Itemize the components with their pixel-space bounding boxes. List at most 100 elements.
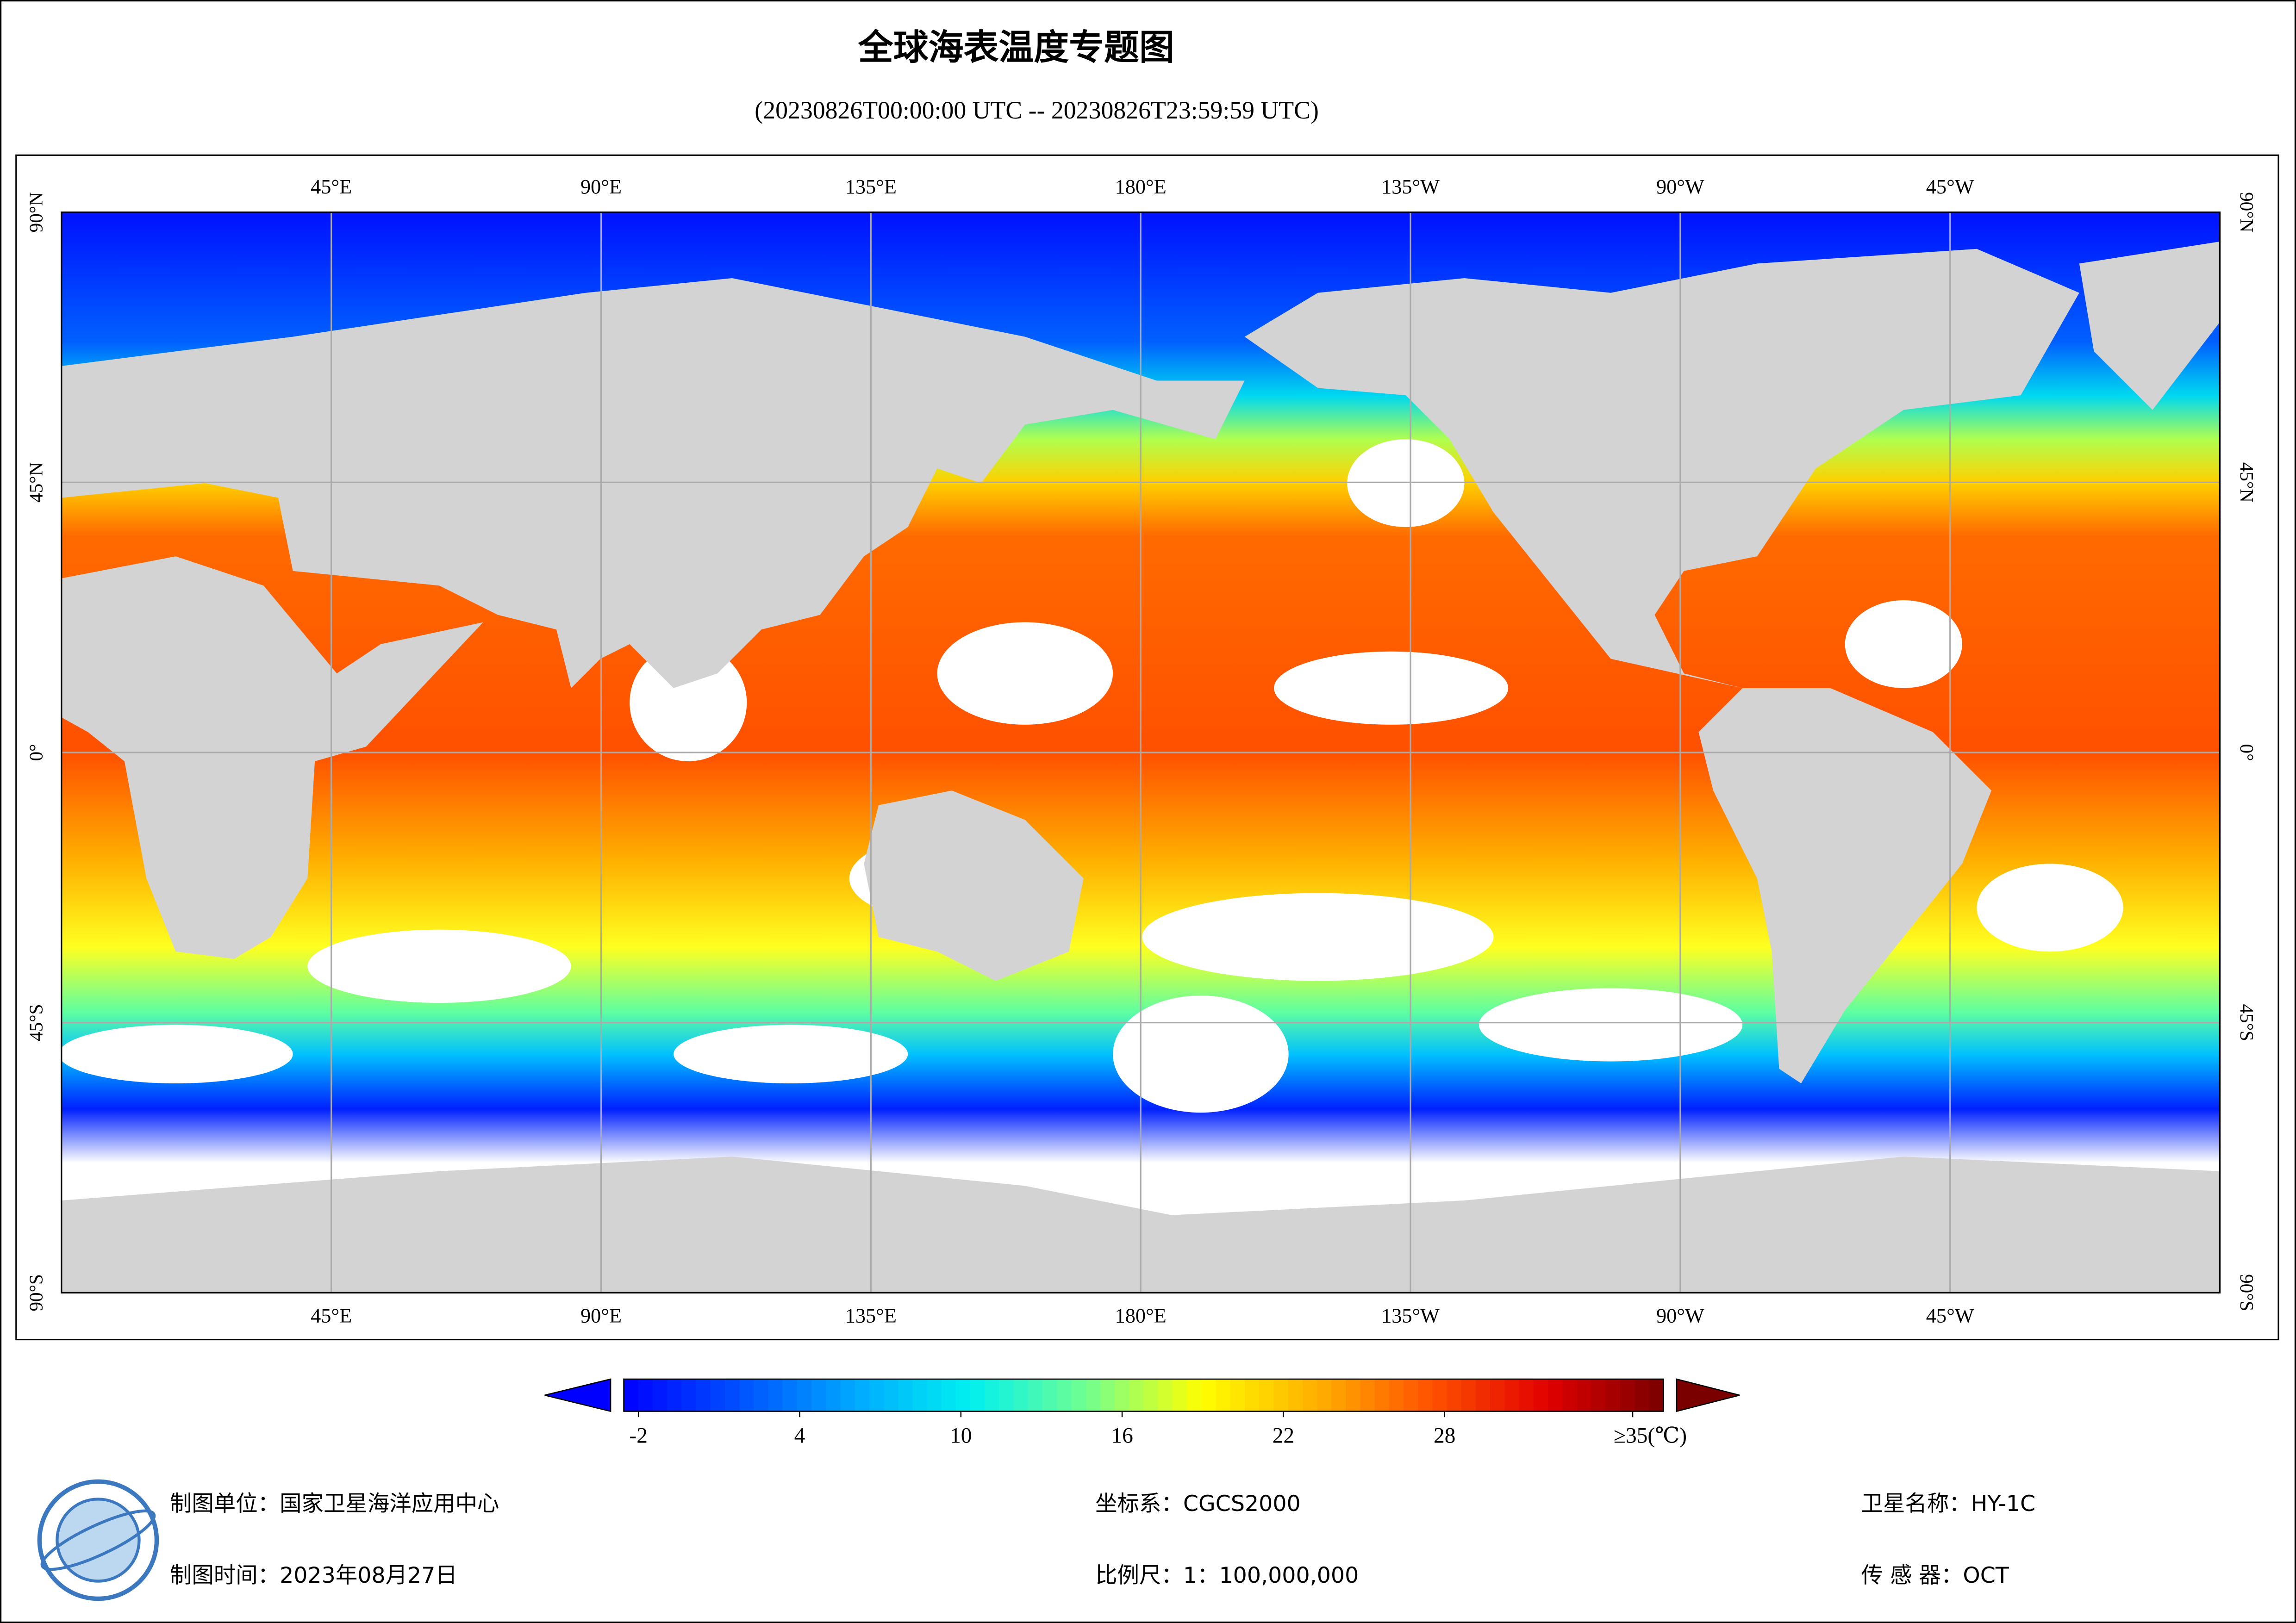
colorbar-cell bbox=[985, 1379, 1000, 1412]
lat-label-right: 90°S bbox=[2236, 1274, 2258, 1311]
colorbar-tick-label: 10 bbox=[950, 1424, 972, 1448]
colorbar-cell bbox=[1591, 1379, 1606, 1412]
lon-label-top: 90°W bbox=[1656, 175, 1704, 198]
colorbar-cell bbox=[1432, 1379, 1447, 1412]
colorbar-cell bbox=[1504, 1379, 1520, 1412]
colorbar-cell bbox=[1187, 1379, 1202, 1412]
scale: 比例尺：1：100,000,000 bbox=[1095, 1563, 1359, 1588]
colorbar-tick-label: ≥35(℃) bbox=[1614, 1424, 1687, 1448]
colorbar-tick-label: 22 bbox=[1273, 1424, 1294, 1448]
lon-label-top: 135°W bbox=[1381, 175, 1440, 198]
colorbar-cell bbox=[782, 1379, 798, 1412]
colorbar-frame bbox=[623, 1378, 1664, 1412]
colorbar-cell bbox=[1605, 1379, 1621, 1412]
colorbar-cell bbox=[1331, 1379, 1347, 1412]
colorbar-cell bbox=[970, 1379, 986, 1412]
colorbar-cell bbox=[1143, 1379, 1159, 1412]
colorbar-cell bbox=[1635, 1379, 1650, 1412]
colorbar-cell bbox=[1475, 1379, 1491, 1412]
lon-label-bottom: 135°E bbox=[845, 1304, 897, 1327]
lon-label-top: 45°E bbox=[311, 175, 352, 198]
colorbar-cell bbox=[1288, 1379, 1303, 1412]
colorbar-cell bbox=[1447, 1379, 1462, 1412]
colorbar-under bbox=[544, 1378, 611, 1412]
colorbar-cell bbox=[1129, 1379, 1144, 1412]
colorbar-cell bbox=[1620, 1379, 1635, 1412]
colorbar-cell bbox=[1028, 1379, 1043, 1412]
map bbox=[58, 211, 2221, 1293]
colorbar-cell bbox=[955, 1379, 971, 1412]
colorbar-cell bbox=[927, 1379, 942, 1412]
lat-label-left: 90°S bbox=[25, 1274, 47, 1311]
colorbar-cell bbox=[1273, 1379, 1289, 1412]
lon-label-top: 45°W bbox=[1926, 175, 1974, 198]
colorbar-cell bbox=[1547, 1379, 1563, 1412]
colorbar-cell bbox=[1346, 1379, 1361, 1412]
colorbar-cell bbox=[1086, 1379, 1101, 1412]
coordinate-system: 坐标系：CGCS2000 bbox=[1095, 1491, 1301, 1517]
colorbar-cell bbox=[1316, 1379, 1332, 1412]
mapping-date: 制图时间：2023年08月27日 bbox=[170, 1563, 457, 1588]
lat-label-left: 90°N bbox=[25, 192, 47, 232]
colorbar-cell bbox=[884, 1379, 899, 1412]
colorbar-cell bbox=[1216, 1379, 1231, 1412]
colorbar-cell bbox=[1230, 1379, 1245, 1412]
colorbar-cell bbox=[1649, 1379, 1664, 1412]
colorbar-cell bbox=[1360, 1379, 1375, 1412]
lat-label-left: 45°S bbox=[25, 1004, 47, 1041]
colorbar-cell bbox=[1389, 1379, 1404, 1412]
colorbar-cell bbox=[1374, 1379, 1390, 1412]
colorbar-cell bbox=[1577, 1379, 1592, 1412]
lat-label-left: 45°N bbox=[25, 462, 47, 503]
colorbar-cell bbox=[797, 1379, 812, 1412]
colorbar-cell bbox=[1115, 1379, 1130, 1412]
map-border bbox=[61, 211, 2221, 1293]
logo bbox=[37, 1479, 159, 1601]
colorbar-cell bbox=[1302, 1379, 1317, 1412]
lon-label-bottom: 90°E bbox=[580, 1304, 622, 1327]
colorbar-cell bbox=[768, 1379, 783, 1412]
colorbar-tick-label: 28 bbox=[1434, 1424, 1455, 1448]
colorbar-cell bbox=[652, 1379, 668, 1412]
lon-label-bottom: 45°W bbox=[1926, 1304, 1974, 1327]
footer: 制图单位：国家卫星海洋应用中心 制图时间：2023年08月27日 坐标系：CGC… bbox=[37, 1479, 2036, 1601]
lat-label-right: 0° bbox=[2236, 744, 2258, 761]
mapping-unit: 制图单位：国家卫星海洋应用中心 bbox=[170, 1491, 499, 1517]
title: 全球海表温度专题图 bbox=[858, 27, 1174, 68]
lat-label-left: 0° bbox=[25, 744, 47, 761]
colorbar-cell bbox=[826, 1379, 841, 1412]
lon-label-top: 180°E bbox=[1115, 175, 1167, 198]
colorbar-cell bbox=[754, 1379, 769, 1412]
colorbar-cell bbox=[898, 1379, 913, 1412]
colorbar-cell bbox=[739, 1379, 755, 1412]
colorbar-tick-label: 4 bbox=[794, 1424, 805, 1448]
colorbar-cell bbox=[624, 1379, 639, 1412]
colorbar-cell bbox=[681, 1379, 697, 1412]
colorbar-cell bbox=[912, 1379, 928, 1412]
colorbar-cell bbox=[1201, 1379, 1217, 1412]
colorbar-cell bbox=[724, 1379, 740, 1412]
lon-label-bottom: 45°E bbox=[311, 1304, 352, 1327]
colorbar-cell bbox=[638, 1379, 653, 1412]
colorbar-cell bbox=[1071, 1379, 1086, 1412]
colorbar-cell bbox=[999, 1379, 1014, 1412]
colorbar-cell bbox=[1403, 1379, 1419, 1412]
colorbar-cell bbox=[1042, 1379, 1058, 1412]
colorbar-cell bbox=[1013, 1379, 1029, 1412]
colorbar-tick-label: -2 bbox=[629, 1424, 648, 1448]
colorbar-cell bbox=[1100, 1379, 1116, 1412]
colorbar-cell bbox=[1562, 1379, 1578, 1412]
lon-label-top: 90°E bbox=[580, 175, 622, 198]
satellite: 卫星名称：HY-1C bbox=[1861, 1491, 2036, 1517]
colorbar-cell bbox=[1519, 1379, 1534, 1412]
colorbar-cell bbox=[811, 1379, 827, 1412]
colorbar-cell bbox=[869, 1379, 884, 1412]
colorbar-cell bbox=[1172, 1379, 1188, 1412]
lat-label-right: 90°N bbox=[2236, 192, 2258, 232]
colorbar-cell bbox=[710, 1379, 725, 1412]
lat-label-right: 45°N bbox=[2236, 462, 2258, 503]
colorbar-cell bbox=[1244, 1379, 1260, 1412]
lon-label-top: 135°E bbox=[845, 175, 897, 198]
colorbar-cell bbox=[855, 1379, 870, 1412]
